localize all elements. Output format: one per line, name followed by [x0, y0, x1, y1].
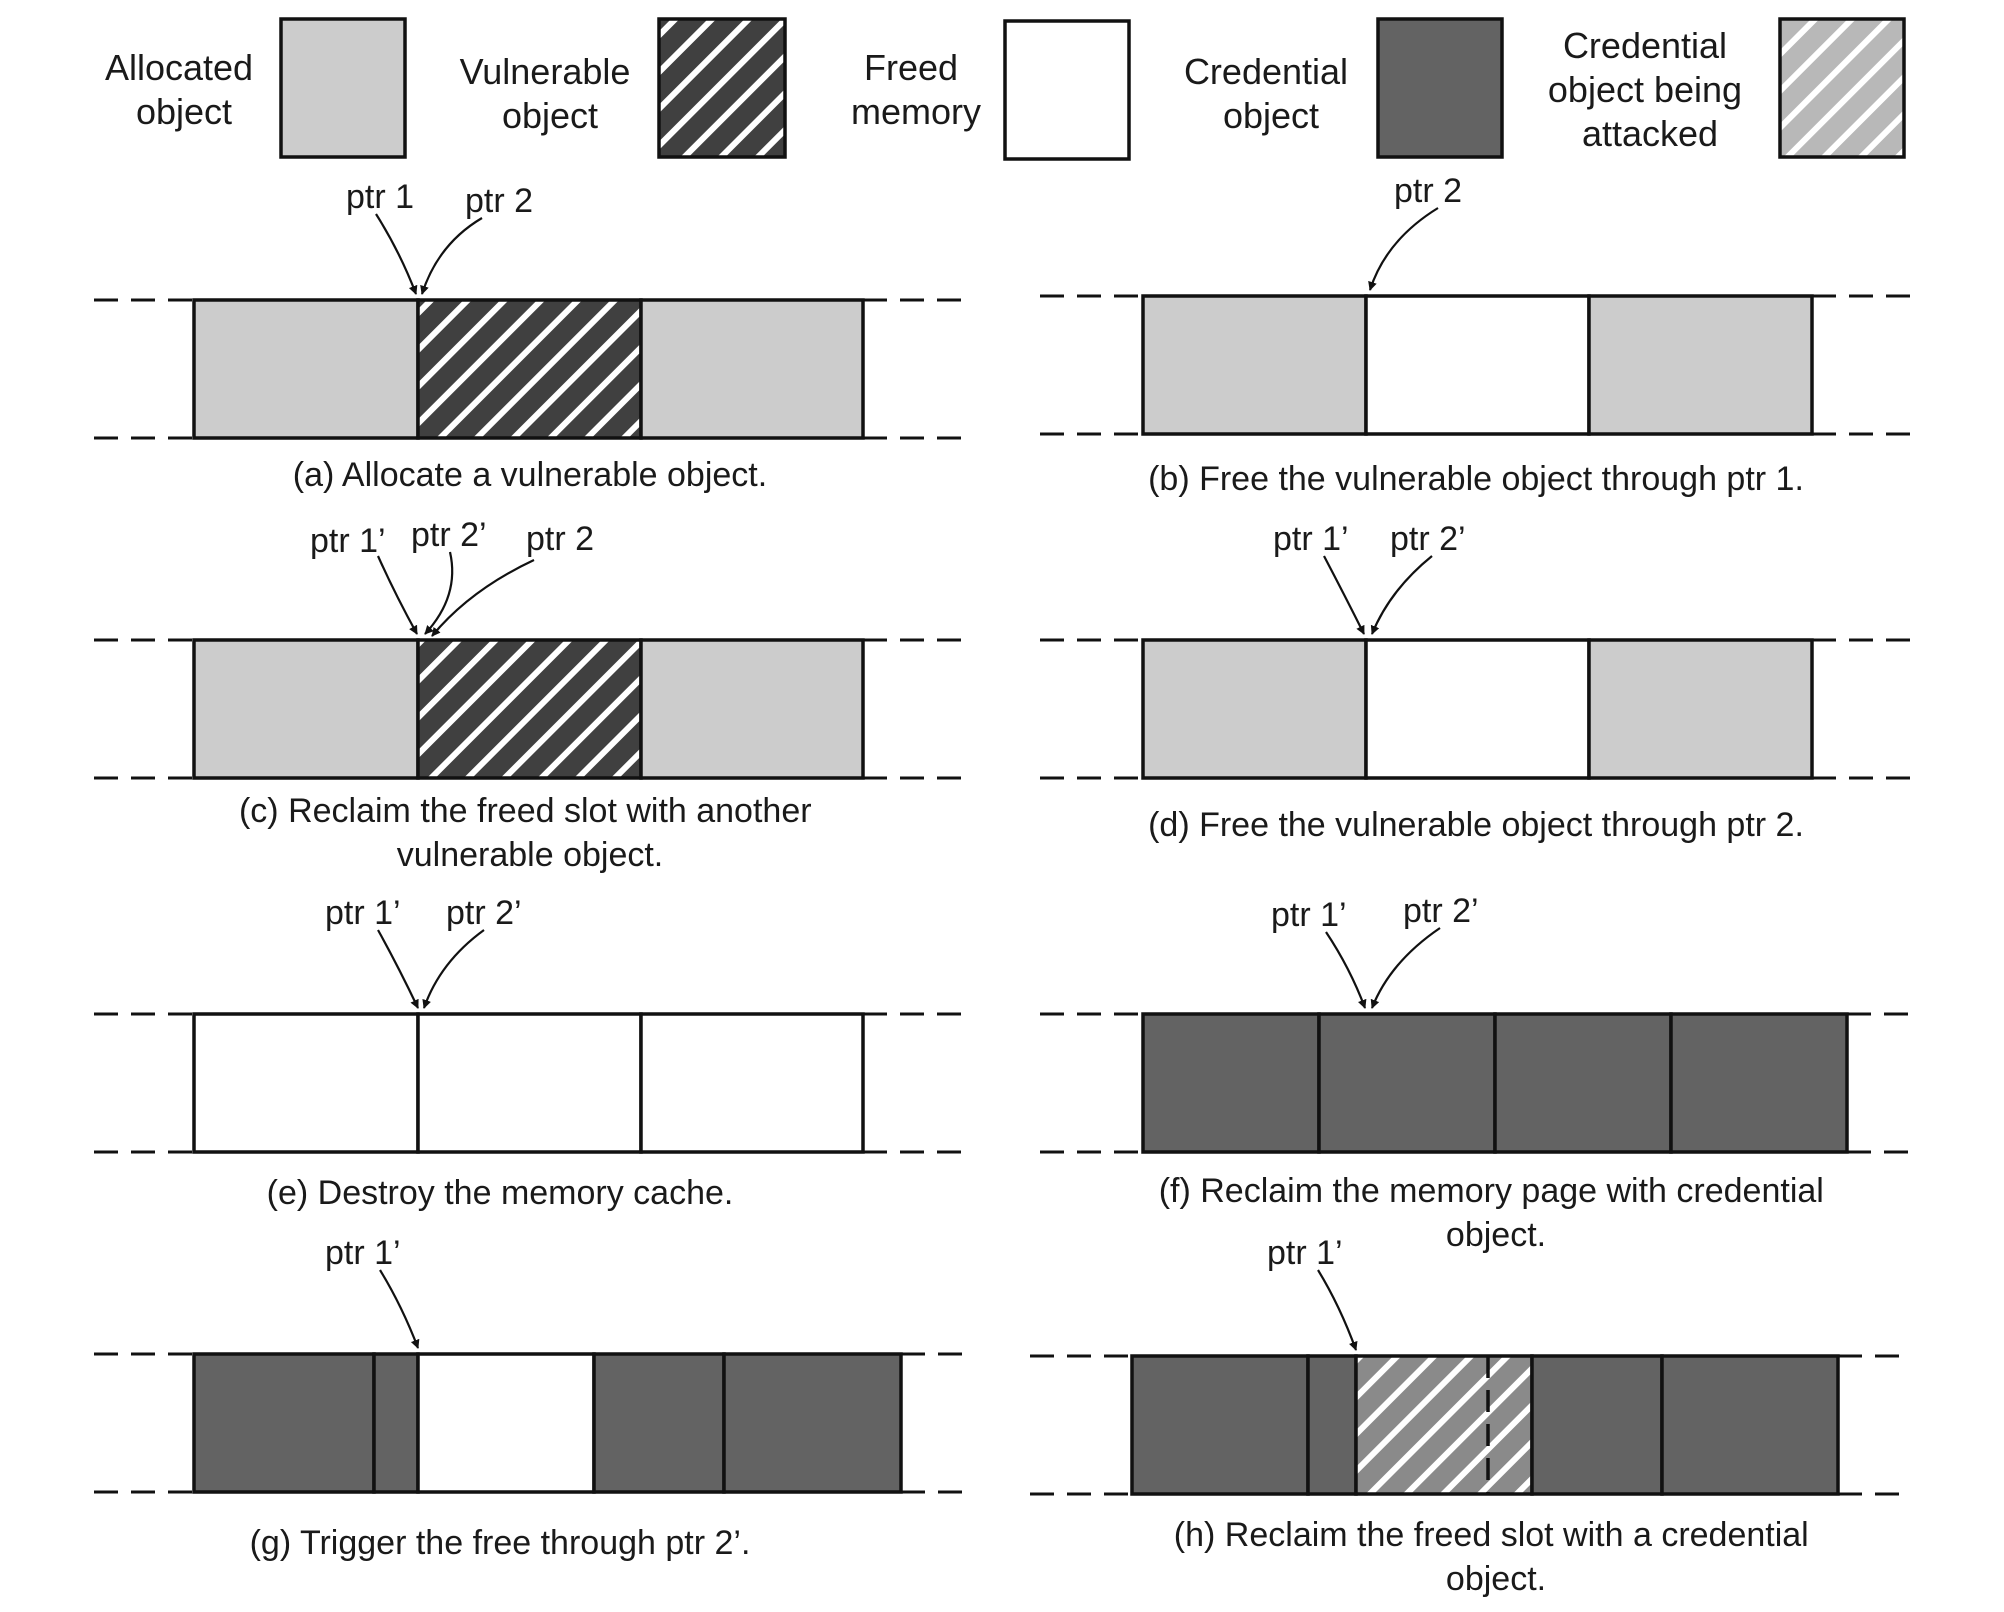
pointer-arrow [422, 929, 485, 1009]
vulnerable-block [416, 638, 643, 780]
pointer-label: ptr 1’ [1267, 1234, 1343, 1272]
legend-attacked-swatch [1778, 17, 1906, 159]
pointer-label: ptr 1’ [1273, 520, 1349, 558]
legend-allocated-label: Allocated object [105, 47, 263, 132]
allocated-block [1587, 638, 1814, 780]
rails [94, 638, 965, 780]
pointer-label: ptr 2’ [1403, 892, 1479, 930]
rails [1040, 638, 1912, 780]
panel-a: ptr 1 ptr 2 (a) Allocate a vulnerable ob… [94, 178, 965, 494]
rails [1040, 1012, 1912, 1154]
panel-c: ptr 1’ ptr 2’ ptr 2 (c) Reclaim the free… [94, 516, 965, 874]
allocated-block [1587, 294, 1814, 436]
freed-slot [192, 1012, 420, 1154]
rails [94, 298, 965, 440]
credential-block [1493, 1012, 1673, 1154]
credential-block [1130, 1354, 1310, 1496]
caption: (g) Trigger the free through ptr 2’. [250, 1524, 751, 1562]
pointer-arrow [1325, 931, 1367, 1009]
caption: (d) Free the vulnerable object through p… [1148, 806, 1804, 844]
panel-b: ptr 2 (b) Free the vulnerable object thr… [1040, 172, 1912, 498]
pointer-arrow [420, 217, 483, 295]
panel-e: ptr 1’ ptr 2’ (e) Destroy the memory cac… [94, 894, 965, 1212]
legend: Allocated object Vulnerable object Freed… [105, 17, 1906, 161]
legend-credential-label: Credential object [1184, 51, 1358, 136]
credential-block [1306, 1354, 1358, 1496]
legend-freed: Freed memory [851, 19, 1131, 161]
rails [1040, 294, 1912, 436]
credential-block [1317, 1012, 1497, 1154]
pointer-arrow [1370, 555, 1433, 635]
credential-block [1669, 1012, 1849, 1154]
pointer-arrow [379, 1269, 420, 1349]
legend-vulnerable-label: Vulnerable object [460, 51, 641, 136]
allocated-block [192, 638, 420, 780]
caption: (h) Reclaim the freed slot with a creden… [1174, 1516, 1818, 1598]
pointer-label: ptr 2’ [446, 894, 522, 932]
credential-block [1141, 1012, 1321, 1154]
panel-d: ptr 1’ ptr 2’ (d) Free the vulnerable ob… [1040, 520, 1912, 844]
pointer-arrow [1368, 207, 1439, 291]
freed-slot [416, 1012, 643, 1154]
pointer-label: ptr 1’ [325, 894, 401, 932]
pointer-label: ptr 1’ [310, 522, 386, 560]
credential-block [722, 1352, 903, 1494]
attacked-credential-block [1354, 1354, 1534, 1496]
pointer-arrow [375, 213, 418, 295]
pointer-arrow [1323, 555, 1365, 635]
pointer-arrow [1317, 1269, 1358, 1351]
caption: (b) Free the vulnerable object through p… [1148, 460, 1804, 498]
caption: (f) Reclaim the memory page with credent… [1159, 1172, 1834, 1254]
credential-block [1530, 1354, 1664, 1496]
caption: (a) Allocate a vulnerable object. [293, 456, 767, 494]
pointer-label: ptr 2’ [1390, 520, 1466, 558]
legend-freed-swatch [1003, 19, 1131, 161]
allocated-block [1141, 638, 1368, 780]
pointer-label: ptr 2’ [411, 516, 487, 554]
pointer-label: ptr 1 [346, 178, 414, 216]
pointer-arrow [424, 551, 454, 635]
allocated-block [1141, 294, 1368, 436]
pointer-label: ptr 2 [526, 520, 594, 558]
panel-f: ptr 1’ ptr 2’ (f) Reclaim the memory pag… [1040, 892, 1912, 1254]
allocated-block [192, 298, 420, 440]
rails [94, 1352, 965, 1494]
pointer-label: ptr 2 [1394, 172, 1462, 210]
credential-block [592, 1352, 726, 1494]
legend-credential-swatch [1376, 17, 1504, 159]
pointer-label: ptr 1’ [325, 1234, 401, 1272]
pointer-arrow [431, 559, 535, 637]
credential-block [372, 1352, 420, 1494]
caption: (e) Destroy the memory cache. [267, 1174, 734, 1212]
freed-slot [1364, 638, 1591, 780]
rails [94, 1012, 965, 1154]
legend-credential: Credential object [1184, 17, 1504, 159]
pointer-label: ptr 1’ [1271, 896, 1347, 934]
legend-allocated-swatch [279, 17, 407, 159]
caption: (c) Reclaim the freed slot with another … [239, 792, 821, 874]
pointer-arrow [1370, 927, 1441, 1009]
legend-attacked: Credential object being attacked [1548, 17, 1906, 159]
freed-slot [1364, 294, 1591, 436]
credential-block [1660, 1354, 1840, 1496]
legend-vulnerable-swatch [657, 17, 787, 159]
legend-vulnerable: Vulnerable object [460, 17, 787, 159]
panel-g: ptr 1’ (g) Trigger the free through ptr … [94, 1234, 965, 1562]
legend-freed-label: Freed memory [851, 47, 981, 132]
credential-block [192, 1352, 376, 1494]
rails [1030, 1354, 1905, 1496]
pointer-arrow [377, 929, 419, 1009]
allocated-block [639, 638, 865, 780]
legend-allocated: Allocated object [105, 17, 407, 159]
allocated-block [639, 298, 865, 440]
panel-h: ptr 1’ (h) Reclaim the freed slot with a… [1030, 1234, 1905, 1598]
pointer-label: ptr 2 [465, 182, 533, 220]
freed-slot [639, 1012, 865, 1154]
legend-attacked-label: Credential object being attacked [1548, 25, 1752, 154]
pointer-arrow [376, 555, 418, 635]
vulnerable-block [416, 298, 643, 440]
freed-slot [416, 1352, 596, 1494]
